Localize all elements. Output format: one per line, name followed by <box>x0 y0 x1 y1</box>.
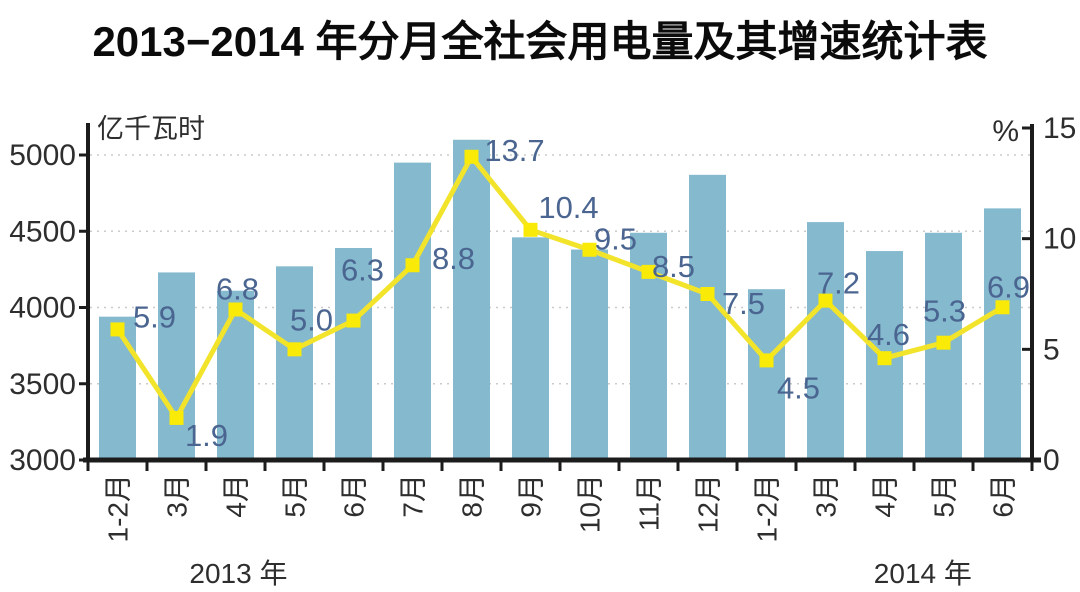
growth-marker <box>818 293 833 308</box>
consumption-bar <box>453 139 490 460</box>
growth-value-label: 5.9 <box>133 299 176 334</box>
right-axis-tick-label: 0 <box>1043 444 1060 477</box>
growth-marker <box>464 149 479 164</box>
consumption-bar <box>512 237 549 460</box>
growth-marker <box>110 322 125 337</box>
growth-value-label: 6.8 <box>216 271 259 306</box>
growth-line <box>115 154 1005 421</box>
right-axis-tick-label: 5 <box>1043 333 1060 366</box>
growth-marker <box>523 222 538 237</box>
growth-value-label: 7.2 <box>817 266 860 301</box>
chart-title: 2013−2014 年分月全社会用电量及其增速统计表 <box>92 18 988 65</box>
consumption-bar <box>99 316 136 460</box>
growth-marker <box>405 258 420 273</box>
growth-marker <box>346 313 361 328</box>
month-label: 1-2月 <box>752 474 783 542</box>
growth-value-label: 4.6 <box>867 317 910 352</box>
consumption-bar <box>807 222 844 460</box>
growth-marker <box>582 242 597 257</box>
left-axis-title: 亿千瓦时 <box>97 114 205 144</box>
year-label: 2014 年 <box>874 558 972 589</box>
growth-marker <box>995 300 1010 315</box>
month-label: 12月 <box>693 474 724 533</box>
growth-value-label: 13.7 <box>484 133 544 168</box>
month-label: 5月 <box>280 474 311 518</box>
left-axis-tick-label: 3000 <box>9 444 76 477</box>
right-axis-tick-label: 15 <box>1043 112 1076 145</box>
growth-marker <box>641 264 656 279</box>
growth-value-label: 4.5 <box>777 370 820 405</box>
year-label: 2013 年 <box>189 558 287 589</box>
growth-marker <box>936 335 951 350</box>
growth-value-label: 7.5 <box>722 286 765 321</box>
growth-marker <box>169 410 184 425</box>
growth-value-label: 5.0 <box>290 302 333 337</box>
month-label: 7月 <box>398 474 429 518</box>
consumption-bar <box>394 162 431 460</box>
growth-marker <box>877 351 892 366</box>
consumption-bar <box>984 208 1021 460</box>
month-label: 11月 <box>634 474 665 531</box>
growth-value-label: 9.5 <box>594 222 637 257</box>
left-axis-tick-label: 3500 <box>9 368 76 401</box>
month-label: 1-2月 <box>103 474 134 542</box>
month-label: 8月 <box>457 474 488 518</box>
left-axis-tick-label: 5000 <box>9 139 76 172</box>
month-label: 3月 <box>162 474 193 518</box>
consumption-bar <box>276 266 313 460</box>
month-label: 9月 <box>516 474 547 518</box>
growth-value-label: 6.3 <box>341 253 384 288</box>
consumption-bar <box>571 249 608 460</box>
month-label: 4月 <box>870 474 901 518</box>
growth-value-label: 10.4 <box>538 190 598 225</box>
growth-marker <box>287 342 302 357</box>
left-axis-tick-label: 4000 <box>9 292 76 325</box>
month-label: 5月 <box>929 474 960 518</box>
growth-value-label: 8.8 <box>432 241 475 276</box>
growth-marker <box>700 287 715 301</box>
growth-value-label: 6.9 <box>987 269 1030 304</box>
consumption-bar <box>158 272 195 460</box>
growth-value-label: 1.9 <box>185 418 228 453</box>
month-label: 6月 <box>988 474 1019 518</box>
consumption-bar <box>335 248 372 460</box>
month-label: 10月 <box>575 474 606 533</box>
growth-marker <box>228 302 243 317</box>
right-axis-tick-label: 10 <box>1043 223 1076 256</box>
growth-value-label: 8.5 <box>652 249 695 284</box>
month-label: 4月 <box>221 474 252 518</box>
growth-value-label: 5.3 <box>923 294 966 329</box>
growth-marker <box>759 353 774 368</box>
consumption-bar <box>689 174 726 460</box>
month-label: 6月 <box>339 474 370 518</box>
right-axis-title: % <box>992 115 1019 148</box>
consumption-bar <box>748 289 785 460</box>
left-axis-tick-label: 4500 <box>9 215 76 248</box>
month-label: 3月 <box>811 474 842 518</box>
